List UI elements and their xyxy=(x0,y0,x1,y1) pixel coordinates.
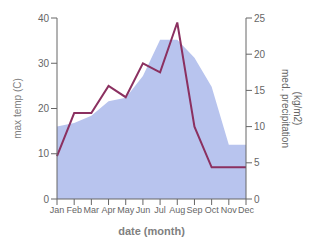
svg-text:Apr: Apr xyxy=(102,205,116,215)
svg-text:20: 20 xyxy=(38,103,50,114)
svg-text:10: 10 xyxy=(254,121,266,132)
svg-text:May: May xyxy=(117,205,135,215)
svg-text:Sep: Sep xyxy=(186,205,202,215)
svg-text:0: 0 xyxy=(254,194,260,205)
svg-text:med. precipitation(kg/m2): med. precipitation(kg/m2) xyxy=(280,69,303,148)
svg-text:Mar: Mar xyxy=(84,205,100,215)
svg-text:Jun: Jun xyxy=(136,205,151,215)
svg-text:Aug: Aug xyxy=(169,205,185,215)
svg-text:Jul: Jul xyxy=(154,205,166,215)
svg-text:Feb: Feb xyxy=(66,205,82,215)
svg-text:date (month): date (month) xyxy=(118,225,185,237)
svg-text:max temp (C): max temp (C) xyxy=(12,78,23,139)
svg-text:0: 0 xyxy=(43,194,49,205)
svg-text:5: 5 xyxy=(254,157,260,168)
svg-text:20: 20 xyxy=(254,49,266,60)
svg-text:30: 30 xyxy=(38,58,50,69)
svg-text:Dec: Dec xyxy=(238,205,255,215)
svg-text:25: 25 xyxy=(254,13,266,24)
svg-text:Nov: Nov xyxy=(221,205,238,215)
svg-text:40: 40 xyxy=(38,13,50,24)
svg-text:15: 15 xyxy=(254,85,266,96)
svg-text:Jan: Jan xyxy=(50,205,65,215)
svg-text:10: 10 xyxy=(38,148,50,159)
svg-text:Oct: Oct xyxy=(205,205,220,215)
